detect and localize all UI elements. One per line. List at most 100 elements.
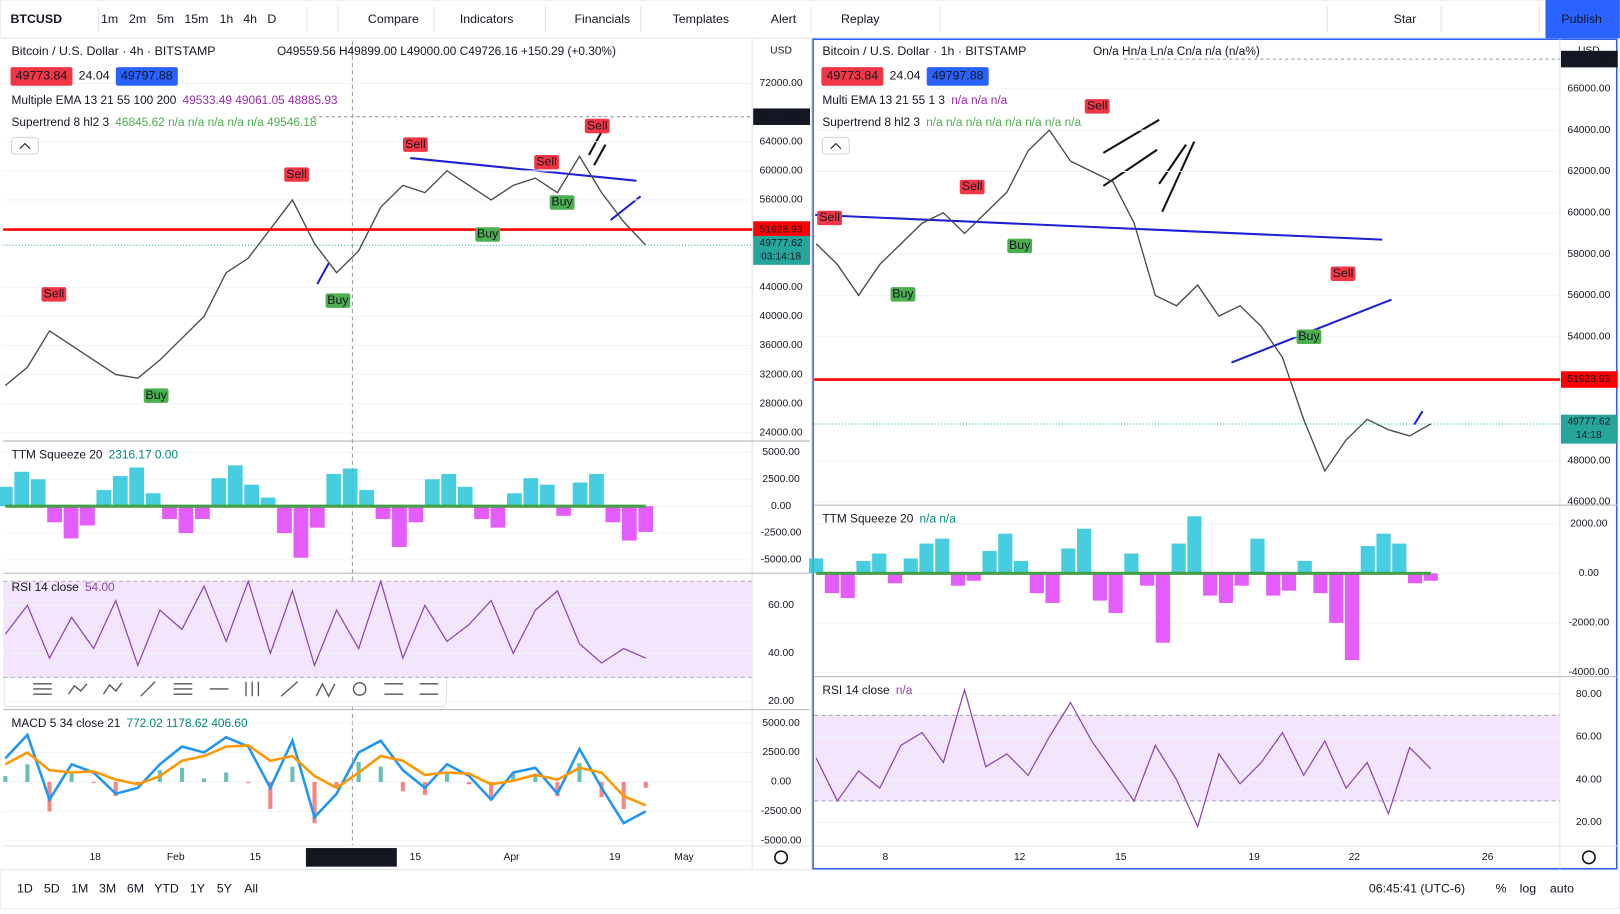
trendline xyxy=(1413,410,1424,426)
publish-label[interactable]: Publish xyxy=(1561,12,1602,26)
y-tick-label: 20.00 xyxy=(768,696,794,707)
high-label-bg xyxy=(1560,50,1618,68)
ask: 49797.88 xyxy=(121,69,173,83)
range-button[interactable]: 3M xyxy=(99,882,116,896)
buy-text: Buy xyxy=(477,227,499,241)
range-button[interactable]: 6M xyxy=(127,882,144,896)
legend-name: TTM Squeeze 20 xyxy=(12,448,103,462)
histogram-bar xyxy=(1313,573,1328,594)
histogram-bar xyxy=(1187,516,1202,574)
y-tick-label: 64000.00 xyxy=(760,136,803,147)
y-tick-label: 0.00 xyxy=(771,777,791,788)
interval-button[interactable]: 5m xyxy=(157,12,174,26)
histogram-bar xyxy=(1407,573,1423,584)
auto-toggle[interactable]: auto xyxy=(1550,882,1574,896)
collapse-icon[interactable] xyxy=(19,142,31,150)
pane-legend: MACD 5 34 close 21 772.02 1178.62 406.60 xyxy=(12,716,248,730)
tool-button[interactable]: Indicators xyxy=(460,12,514,26)
histogram-bar xyxy=(162,506,177,520)
histogram-bar xyxy=(589,473,604,507)
range-button[interactable]: 5Y xyxy=(217,882,232,896)
symbol[interactable]: BTCUSD xyxy=(10,12,62,26)
pane-legend: TTM Squeeze 20 2316.17 0.00 xyxy=(12,448,179,462)
buy-signal xyxy=(475,227,501,242)
histogram-bar xyxy=(1077,528,1092,574)
range-button[interactable]: All xyxy=(244,882,258,896)
tool-button[interactable]: Financials xyxy=(574,12,630,26)
histogram-bar xyxy=(1045,573,1060,604)
interval-button[interactable]: 1m xyxy=(101,12,118,26)
ohlc: On/a Hn/a Ln/a Cn/a n/a (n/a%) xyxy=(1093,44,1260,58)
range-button[interactable]: 5D xyxy=(44,882,60,896)
range-button[interactable]: 1D xyxy=(17,882,33,896)
y-tick-label: 2500.00 xyxy=(762,747,800,758)
tool-button[interactable]: Replay xyxy=(841,12,880,26)
histogram-bar xyxy=(293,506,309,558)
interval-button[interactable]: 15m xyxy=(184,12,208,26)
percent-toggle[interactable]: % xyxy=(1496,882,1507,896)
histogram-bar xyxy=(408,506,424,523)
y-tick-label: 40000.00 xyxy=(760,311,803,322)
bid: 49773.84 xyxy=(16,69,68,83)
y-tick-label: 60000.00 xyxy=(760,166,803,177)
tool-button[interactable]: Templates xyxy=(673,12,729,26)
histogram-bar xyxy=(1234,573,1249,586)
tool-button[interactable]: Alert xyxy=(771,12,797,26)
sell-signal xyxy=(534,154,559,170)
sell-signal xyxy=(1084,99,1110,114)
macd-histogram xyxy=(378,766,383,782)
macd-histogram xyxy=(113,781,118,797)
sell-text: Sell xyxy=(819,210,840,224)
publish-button[interactable] xyxy=(1545,0,1620,39)
star-button[interactable]: Star xyxy=(1394,12,1417,26)
histogram-bar xyxy=(1250,538,1265,574)
collapse-icon[interactable] xyxy=(830,142,842,150)
interval-button[interactable]: 1h xyxy=(219,12,233,26)
collapse-button[interactable] xyxy=(11,136,39,155)
tool-button[interactable]: Compare xyxy=(368,12,419,26)
last-label: 49777.62 xyxy=(1567,417,1610,428)
buy-text: Buy xyxy=(892,287,914,301)
histogram-bar xyxy=(424,479,440,507)
bid-bg xyxy=(821,67,884,86)
macd-histogram xyxy=(555,781,560,797)
settings-icon[interactable] xyxy=(1581,850,1596,865)
histogram-bar xyxy=(14,471,30,507)
y-tick-label: 60.00 xyxy=(1576,732,1602,743)
drawing-tools[interactable] xyxy=(33,681,439,698)
interval-button[interactable]: D xyxy=(267,12,276,26)
range-button[interactable]: 1M xyxy=(71,882,88,896)
range-button[interactable]: YTD xyxy=(154,882,179,896)
legend-values: n/a n/a n/a n/a n/a n/a n/a n/a xyxy=(926,115,1081,129)
buy-signal xyxy=(143,388,169,403)
y-tick-label: 2000.00 xyxy=(1570,518,1608,529)
trendline xyxy=(410,157,637,182)
collapse-button[interactable] xyxy=(821,136,850,155)
histogram-bar xyxy=(621,506,637,541)
settings-icon[interactable] xyxy=(774,850,789,865)
histogram-bar xyxy=(1329,573,1344,623)
range-button[interactable]: 1Y xyxy=(190,882,205,896)
y-tick-label: 66000.00 xyxy=(1567,84,1610,95)
log-toggle[interactable]: log xyxy=(1520,882,1537,896)
interval-button[interactable]: 2m xyxy=(129,12,146,26)
histogram-bar xyxy=(145,493,161,507)
legend-name: Multi EMA 13 21 55 1 3 xyxy=(822,93,945,107)
histogram-bar xyxy=(1392,543,1407,574)
interval-button[interactable]: 4h xyxy=(243,12,257,26)
spread: 24.04 xyxy=(890,69,921,83)
histogram-bar xyxy=(342,468,358,507)
sell-text: Sell xyxy=(587,118,608,132)
sell-text: Sell xyxy=(1333,266,1354,280)
histogram-bar xyxy=(63,506,79,539)
x-tick-label: 19 xyxy=(1248,852,1260,863)
macd-histogram xyxy=(467,781,472,785)
price-line xyxy=(4,154,647,386)
histogram-bar xyxy=(572,482,588,507)
histogram-bar xyxy=(1029,573,1044,594)
buy-signal xyxy=(325,293,351,308)
histogram-bar xyxy=(998,533,1013,574)
level-label: 51928.93 xyxy=(760,224,803,235)
histogram-bar xyxy=(1218,573,1234,604)
macd-histogram xyxy=(577,763,582,782)
